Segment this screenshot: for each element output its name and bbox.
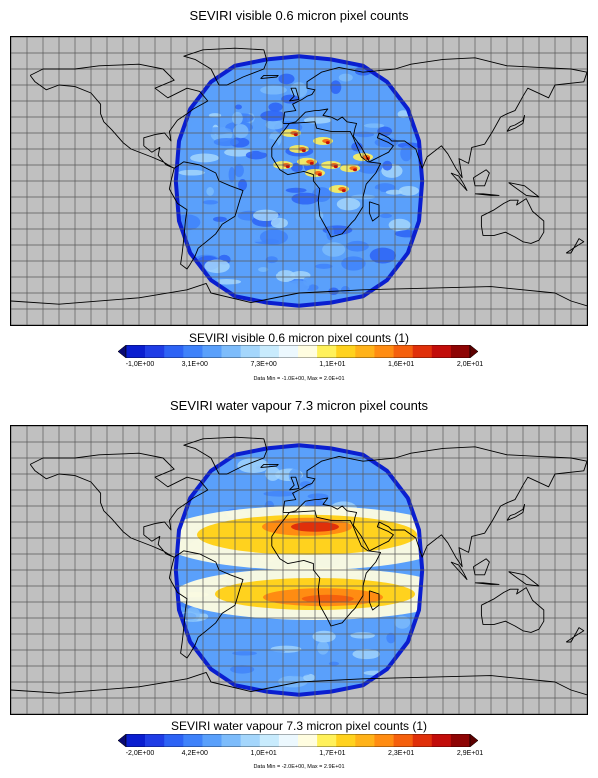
panel-1-colorbar [118,345,478,358]
colorbar-swatch [145,345,165,358]
colorbar-swatch [240,345,261,358]
colorbar-swatch [431,734,452,747]
colorbar-swatch [164,734,184,747]
colorbar-swatch [355,345,375,358]
map-gridlines [11,426,587,714]
colorbar-swatch [298,345,318,358]
colorbar-tick-label: 4,2E+00 [181,750,208,757]
colorbar-swatch [355,734,375,747]
colorbar-swatch [126,345,146,358]
panel-2-title: SEVIRI water vapour 7.3 micron pixel cou… [170,398,428,413]
colorbar-swatch [183,734,203,747]
colorbar-swatch [202,345,222,358]
colorbar-swatch [278,345,299,358]
colorbar-swatch [412,734,433,747]
colorbar-max-arrow [469,734,478,747]
colorbar-tick-label: 2,3E+01 [388,750,415,757]
colorbar-tick-label: 2,0E+01 [456,361,484,368]
colorbar-tick-label: 3,1E+00 [181,361,208,368]
colorbar-tick-label: 1,1E+01 [319,361,346,368]
colorbar-max-arrow [469,345,478,358]
colorbar-swatch [202,734,222,747]
panel-1-map [10,36,588,326]
colorbar-swatch [450,345,471,358]
colorbar-tick-label: 2,9E+01 [456,750,484,757]
colorbar-min-arrow [118,345,127,358]
panel-1-map-svg [11,37,587,325]
colorbar-swatch [336,345,356,358]
panel-2-map-svg [11,426,587,714]
coastlines [11,436,587,696]
colorbar-swatch [393,734,413,747]
colorbar-tick-label: 1,0E+01 [250,750,277,757]
colorbar-swatch [278,734,299,747]
colorbar-tick-label: 1,6E+01 [388,361,415,368]
colorbar-min-arrow [118,734,127,747]
panel-1-data-range: Data Min = -1.0E+00, Max = 2.0E+01 [253,376,345,382]
panel-1-colorbar-title: SEVIRI visible 0.6 micron pixel counts (… [188,331,410,345]
colorbar-swatch [317,345,337,358]
colorbar-swatch [259,345,280,358]
colorbar-tick-label: -1,0E+00 [125,361,155,368]
colorbar-swatch [412,345,433,358]
panel-2-data-range: Data Min = -2.0E+00, Max = 2.9E+01 [253,764,345,770]
colorbar-swatch [221,734,241,747]
colorbar-swatch [374,345,394,358]
colorbar-tick-label: -2,0E+00 [125,750,155,757]
coastlines [11,47,587,307]
colorbar-swatch [374,734,394,747]
panel-2-map [10,425,588,715]
colorbar-tick-label: 1,7E+01 [319,750,346,757]
map-gridlines [11,37,587,325]
colorbar-swatch [336,734,356,747]
colorbar-swatch [298,734,318,747]
colorbar-tick-label: 7,3E+00 [250,361,277,368]
colorbar-swatch [393,345,413,358]
colorbar-swatch [164,345,184,358]
colorbar-swatch [126,734,146,747]
colorbar-swatch [259,734,280,747]
colorbar-swatch [317,734,337,747]
colorbar-swatch [183,345,203,358]
panel-2-colorbar-title: SEVIRI water vapour 7.3 micron pixel cou… [170,719,428,733]
colorbar-swatch [431,345,452,358]
panel-2-colorbar [118,734,478,747]
colorbar-swatch [450,734,471,747]
panel-1-title: SEVIRI visible 0.6 micron pixel counts [189,8,409,23]
colorbar-swatch [145,734,165,747]
colorbar-swatch [240,734,261,747]
colorbar-swatch [221,345,241,358]
